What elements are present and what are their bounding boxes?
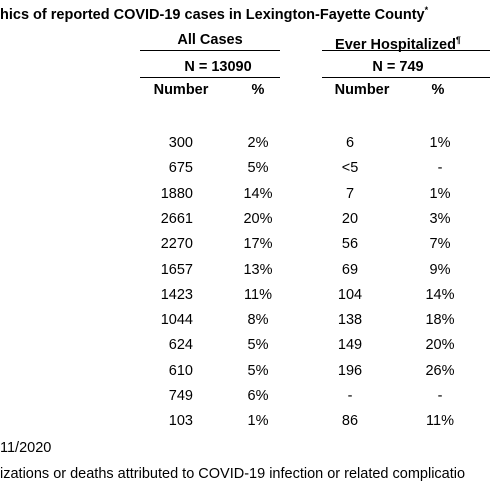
cell: 300 (168, 135, 193, 151)
group-label: All Cases (177, 32, 243, 48)
cell: 1% (247, 413, 269, 430)
cell: 2% (247, 135, 269, 151)
cell: 103 (168, 413, 193, 430)
cell: 14% (243, 185, 273, 202)
cell: 56 (341, 236, 359, 253)
title-mark: * (424, 5, 429, 15)
column-header: % (431, 82, 445, 98)
cell: 624 (168, 337, 193, 354)
cell: 1880 (160, 185, 193, 202)
group-n: N = 13090 (184, 59, 252, 75)
group-n: N = 749 (372, 59, 424, 75)
cell: 69 (341, 261, 359, 278)
cell: 6% (247, 388, 269, 404)
column-header: Number (153, 82, 209, 98)
cell: 749 (168, 388, 193, 404)
cell: 3% (429, 210, 451, 227)
cell: 149 (337, 337, 363, 354)
cell: <5 (341, 160, 359, 177)
cell: 8% (247, 312, 269, 329)
cell: 2661 (160, 210, 193, 227)
cell: 20% (425, 337, 455, 354)
cell: - (437, 160, 443, 177)
cell: 1044 (160, 312, 193, 329)
cell: 1% (429, 185, 451, 202)
cell: 7% (429, 236, 451, 253)
cell: 13% (243, 261, 273, 278)
group-label: Ever Hospitalized¶ (335, 31, 461, 54)
footnote: 11/2020 (0, 440, 52, 456)
cell: - (437, 388, 443, 404)
cell: 14% (425, 286, 455, 303)
cell: 1657 (160, 261, 193, 278)
cell: 7 (345, 185, 355, 202)
cell: 11% (244, 286, 272, 303)
cell: 5% (247, 160, 269, 177)
cell: 18% (425, 312, 455, 329)
cell: 11% (426, 413, 454, 430)
column-header: % (251, 82, 265, 98)
rule (140, 77, 280, 78)
cell: 2270 (160, 236, 193, 253)
rule (140, 50, 280, 51)
cell: 675 (168, 160, 193, 177)
title-text: hics of reported COVID-19 cases in Lexin… (0, 6, 425, 23)
cell: 196 (337, 362, 363, 379)
rule (322, 50, 490, 51)
cell: - (347, 388, 353, 404)
footnote: izations or deaths attributed to COVID-1… (0, 466, 466, 482)
title: hics of reported COVID-19 cases in Lexin… (0, 1, 428, 24)
cell: 6 (345, 135, 355, 151)
cell: 9% (429, 261, 451, 278)
cell: 610 (168, 362, 193, 379)
cell: 20 (341, 210, 359, 227)
cell: 5% (247, 337, 269, 354)
group-mark: ¶ (455, 35, 461, 45)
cell: 138 (337, 312, 363, 329)
group-label-text: Ever Hospitalized (335, 36, 456, 53)
cell: 104 (337, 286, 363, 303)
cell: 20% (243, 210, 273, 227)
cell: 86 (341, 413, 359, 430)
cell: 17% (243, 236, 273, 253)
rule (322, 77, 490, 78)
column-header: Number (334, 82, 390, 98)
cell: 1% (429, 135, 451, 151)
cell: 5% (247, 362, 269, 379)
cell: 1423 (160, 286, 193, 303)
cell: 26% (425, 362, 455, 379)
